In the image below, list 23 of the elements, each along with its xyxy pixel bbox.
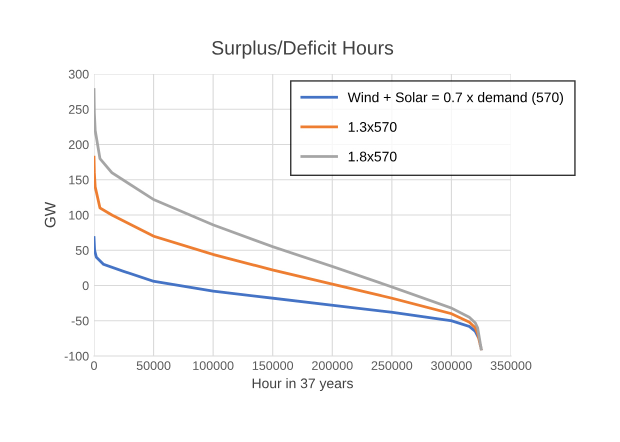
y-tick-label: -100 xyxy=(64,352,89,361)
legend-label: 1.8x570 xyxy=(348,152,397,162)
x-axis-title: Hour in 37 years xyxy=(252,378,353,392)
x-tick-label: 300000 xyxy=(431,361,472,370)
y-tick-label: 0 xyxy=(82,281,89,290)
y-tick-label: -50 xyxy=(72,316,89,326)
x-tick-label: 150000 xyxy=(252,361,294,370)
x-tick-label: 50000 xyxy=(136,361,170,370)
y-tick-label: 250 xyxy=(68,105,89,114)
y-tick-label: 300 xyxy=(68,70,89,79)
x-tick-label: 350000 xyxy=(490,361,532,370)
x-tick-label: 100000 xyxy=(193,361,234,370)
y-tick-label: 200 xyxy=(68,140,89,150)
legend-label: 1.3x570 xyxy=(348,122,397,132)
x-tick-label: 0 xyxy=(91,361,97,370)
x-tick-label: 250000 xyxy=(372,361,412,370)
x-tick-label: 200000 xyxy=(312,361,353,370)
legend-label: Wind + Solar = 0.7 x demand (570) xyxy=(348,92,563,105)
y-tick-label: 100 xyxy=(69,210,89,220)
y-tick-label: 150 xyxy=(69,176,89,184)
chart-title: Surplus/Deficit Hours xyxy=(212,40,394,59)
y-axis-title: GW xyxy=(44,202,56,228)
y-tick-label: 50 xyxy=(76,246,89,255)
